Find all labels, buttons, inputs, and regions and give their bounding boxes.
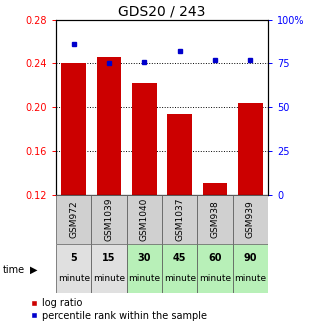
- Bar: [56, 195, 91, 244]
- Text: GSM1040: GSM1040: [140, 198, 149, 241]
- Text: ▶: ▶: [30, 265, 38, 275]
- Text: GSM972: GSM972: [69, 200, 78, 238]
- Text: minute: minute: [93, 274, 125, 284]
- Bar: [56, 244, 91, 293]
- Text: GSM1037: GSM1037: [175, 197, 184, 241]
- Bar: [61, 63, 86, 195]
- Text: 45: 45: [173, 253, 187, 263]
- Bar: [97, 57, 121, 195]
- Bar: [233, 244, 268, 293]
- Text: 60: 60: [208, 253, 222, 263]
- Text: GSM939: GSM939: [246, 200, 255, 238]
- Text: minute: minute: [128, 274, 160, 284]
- Text: GSM1039: GSM1039: [105, 197, 114, 241]
- Bar: [197, 195, 233, 244]
- Bar: [203, 182, 227, 195]
- Bar: [233, 195, 268, 244]
- Text: GSM938: GSM938: [211, 200, 220, 238]
- Text: time: time: [3, 265, 25, 275]
- Bar: [162, 244, 197, 293]
- Bar: [197, 244, 233, 293]
- Legend: log ratio, percentile rank within the sample: log ratio, percentile rank within the sa…: [30, 298, 207, 320]
- Text: minute: minute: [164, 274, 196, 284]
- Bar: [238, 103, 263, 195]
- Text: minute: minute: [58, 274, 90, 284]
- Text: 30: 30: [138, 253, 151, 263]
- Bar: [162, 195, 197, 244]
- Bar: [91, 244, 127, 293]
- Bar: [132, 83, 157, 195]
- Text: 15: 15: [102, 253, 116, 263]
- Text: minute: minute: [234, 274, 266, 284]
- Text: 90: 90: [244, 253, 257, 263]
- Text: 5: 5: [70, 253, 77, 263]
- Bar: [167, 114, 192, 195]
- Bar: [91, 195, 127, 244]
- Bar: [127, 195, 162, 244]
- Text: minute: minute: [199, 274, 231, 284]
- Bar: [127, 244, 162, 293]
- Title: GDS20 / 243: GDS20 / 243: [118, 5, 206, 18]
